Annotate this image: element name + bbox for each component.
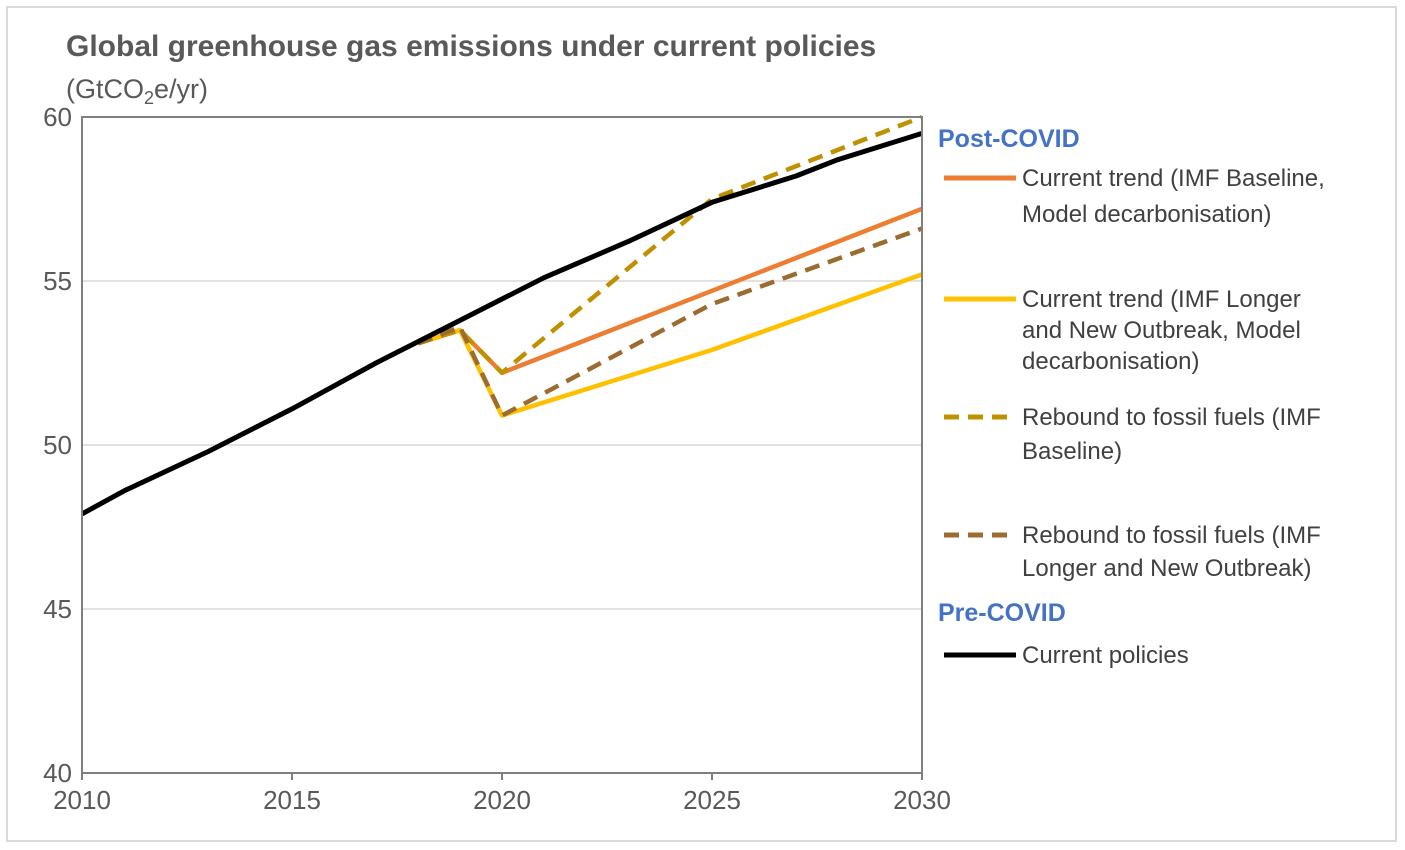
legend: Post-COVID Current trend (IMF Baseline, Mo…	[938, 125, 1325, 669]
chart-frame	[6, 6, 1397, 842]
tick-labels: 40 45 50 55 60 2010 2015 2020 2025 2030	[43, 102, 951, 815]
legend-label-1-0: Current trend (IMF Longer	[1022, 286, 1301, 313]
legend-heading-0: Post-COVID	[938, 125, 1080, 153]
legend-label-2-0: Rebound to fossil fuels (IMF	[1022, 404, 1321, 431]
chart-subtitle: (GtCO2e/yr)	[66, 74, 208, 109]
y-tick-label-40: 40	[43, 758, 72, 788]
x-tick-label-2010: 2010	[53, 785, 111, 815]
axes	[81, 116, 923, 780]
series-line-4	[80, 131, 923, 517]
x-tick-label-2025: 2025	[683, 785, 741, 815]
legend-label-2-1: Baseline)	[1022, 438, 1122, 465]
x-tick-label-2030: 2030	[893, 785, 951, 815]
legend-label-1-2: decarbonisation)	[1022, 348, 1199, 375]
subtitle-subscript: 2	[144, 88, 155, 108]
legend-label-4-0: Current policies	[1022, 642, 1189, 669]
x-tick-label-2020: 2020	[473, 785, 531, 815]
gridlines	[82, 116, 922, 610]
y-tick-label-50: 50	[43, 430, 72, 460]
y-tick-label-45: 45	[43, 594, 72, 624]
legend-label-3-0: Rebound to fossil fuels (IMF	[1022, 522, 1321, 549]
series-lines	[80, 114, 923, 517]
chart-title: Global greenhouse gas emissions under cu…	[66, 30, 877, 63]
legend-heading-1: Pre-COVID	[938, 599, 1066, 627]
series-line-3	[417, 226, 923, 418]
y-tick-label-60: 60	[43, 102, 72, 132]
legend-label-0-1: Model decarbonisation)	[1022, 201, 1271, 228]
legend-label-0-0: Current trend (IMF Baseline,	[1022, 165, 1325, 192]
y-tick-label-55: 55	[43, 266, 72, 296]
legend-label-3-1: Longer and New Outbreak)	[1022, 555, 1312, 582]
x-tick-label-2015: 2015	[263, 785, 321, 815]
legend-label-1-1: and New Outbreak, Model	[1022, 317, 1301, 344]
subtitle-suffix: e/yr)	[154, 74, 209, 104]
subtitle-prefix: (GtCO	[66, 74, 144, 104]
